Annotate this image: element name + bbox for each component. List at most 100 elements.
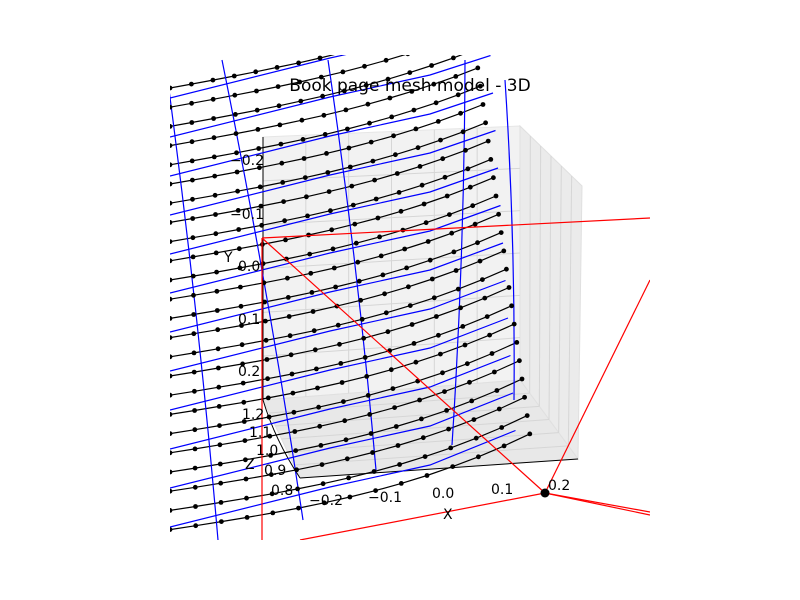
- mesh-point: [391, 133, 396, 139]
- mesh-point: [239, 342, 245, 348]
- mesh-point: [170, 181, 173, 187]
- mesh-point: [189, 100, 195, 106]
- mesh-point: [258, 203, 264, 209]
- mesh-point: [240, 380, 246, 386]
- mesh-point: [189, 81, 194, 87]
- gridlines: [262, 127, 573, 466]
- mesh-point: [293, 448, 299, 453]
- mesh-point: [331, 265, 337, 271]
- mesh-point: [301, 156, 307, 161]
- mesh-point: [189, 120, 195, 125]
- mesh-point: [383, 310, 389, 316]
- mesh-point: [191, 292, 196, 298]
- mesh-point: [243, 476, 249, 482]
- mesh-point: [234, 169, 240, 175]
- z-tick-label: 1.1: [249, 425, 271, 441]
- mesh-point: [458, 110, 463, 116]
- mesh-point: [424, 473, 430, 478]
- mesh-point: [483, 120, 488, 126]
- x-axis-line: [299, 458, 579, 479]
- mesh-point: [367, 120, 372, 126]
- mesh-point: [270, 510, 276, 516]
- mesh-point: [352, 221, 358, 227]
- mesh-point: [482, 295, 488, 301]
- mesh-point: [393, 424, 399, 429]
- mesh-point: [335, 322, 341, 328]
- mesh-point: [487, 332, 492, 338]
- mesh-point: [411, 107, 417, 113]
- mesh-point: [398, 481, 404, 486]
- mesh-point: [269, 491, 275, 497]
- mesh-point: [284, 256, 289, 262]
- page-contours: [170, 55, 516, 528]
- mesh-point: [433, 100, 439, 106]
- mesh-point: [170, 450, 173, 456]
- mesh-point: [170, 296, 173, 302]
- mesh-point: [265, 395, 271, 401]
- mesh-point: [377, 234, 382, 240]
- page-contour-line: [170, 129, 496, 216]
- y-tick-label: −0.2: [230, 153, 264, 169]
- mesh-point: [484, 314, 490, 319]
- mesh-point: [218, 500, 224, 505]
- mesh-point: [448, 445, 454, 451]
- y-tick-label: −0.1: [230, 207, 264, 223]
- mesh-point: [239, 323, 244, 328]
- mesh-point: [286, 314, 292, 319]
- mesh-point: [170, 277, 173, 283]
- mesh-point: [288, 352, 294, 358]
- mesh-point: [346, 145, 352, 151]
- mesh-point: [419, 182, 425, 188]
- mesh-point: [489, 351, 495, 356]
- mesh-point: [214, 308, 220, 313]
- z-tick-labels: 0.8 0.9 1.0 1.1 1.2: [242, 407, 293, 499]
- x-axis-label: X: [443, 507, 453, 523]
- y-axis-label: Y: [223, 250, 233, 266]
- frustum-edge: [544, 279, 650, 494]
- mesh-point: [211, 154, 217, 160]
- mesh-point: [170, 508, 173, 513]
- mesh-point: [370, 450, 375, 455]
- mesh-point: [347, 164, 353, 170]
- mesh-point: [170, 239, 173, 244]
- mesh-point: [234, 150, 239, 156]
- chart-title: Book page mesh model - 3D: [289, 76, 530, 96]
- mesh-point: [235, 208, 241, 213]
- mesh-point: [216, 365, 221, 371]
- mesh-point: [190, 273, 196, 279]
- mesh-point: [170, 354, 173, 360]
- mesh-point: [504, 266, 509, 272]
- mesh-point: [385, 76, 391, 82]
- mesh-point: [501, 443, 507, 449]
- mesh-point: [387, 95, 393, 101]
- mesh-point: [256, 146, 262, 151]
- page-contour-line: [170, 92, 494, 177]
- mesh-point: [238, 284, 243, 290]
- mesh-point: [475, 240, 480, 246]
- mesh-point: [402, 246, 408, 252]
- mesh-point: [427, 257, 433, 263]
- mesh-point: [370, 158, 376, 164]
- mesh-point: [261, 280, 267, 286]
- page-contour-line: [170, 167, 499, 255]
- mesh-point: [431, 295, 437, 301]
- mesh-point: [211, 135, 217, 141]
- gridline: [567, 175, 573, 446]
- mesh-point: [345, 126, 350, 132]
- mesh-point: [282, 218, 287, 224]
- mesh-point: [392, 405, 397, 410]
- mesh-point: [455, 286, 461, 292]
- mesh-point: [330, 246, 336, 252]
- mesh-point: [295, 486, 300, 492]
- mesh-point: [283, 237, 288, 243]
- mesh-point: [496, 211, 501, 217]
- mesh-point: [292, 429, 298, 434]
- mesh-point: [279, 160, 285, 166]
- mesh-point: [170, 200, 173, 206]
- mesh-point: [300, 137, 306, 142]
- mesh-point: [192, 388, 197, 394]
- mesh-point: [241, 419, 247, 424]
- mesh-point: [217, 423, 222, 428]
- mesh-point: [191, 369, 197, 375]
